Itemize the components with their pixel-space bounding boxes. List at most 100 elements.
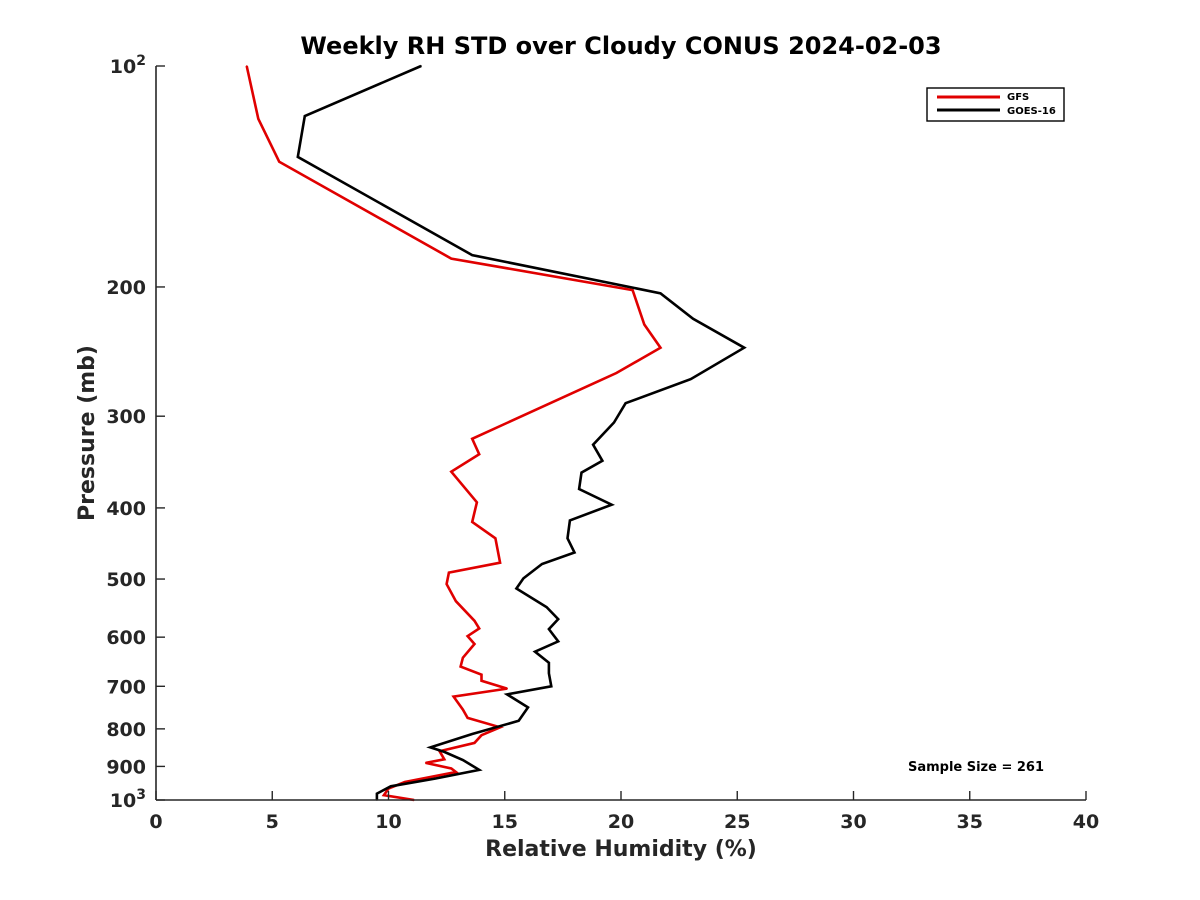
data-point-goes-16 bbox=[390, 785, 392, 788]
data-point-gfs bbox=[445, 583, 448, 585]
x-tick-label: 0 bbox=[149, 811, 162, 833]
y-tick-label: 102 bbox=[110, 53, 146, 78]
series-line-goes-16 bbox=[296, 64, 747, 800]
data-point-gfs bbox=[245, 65, 248, 67]
data-point-goes-16 bbox=[573, 551, 576, 554]
data-point-gfs bbox=[615, 372, 618, 374]
y-tick-label: 300 bbox=[106, 406, 146, 428]
data-point-gfs bbox=[257, 118, 260, 120]
y-tick-label: 600 bbox=[106, 627, 146, 649]
y-tick-label: 200 bbox=[106, 277, 146, 299]
legend-label-gfs: GFS bbox=[1007, 92, 1029, 103]
data-point-goes-16 bbox=[429, 746, 432, 749]
data-point-goes-16 bbox=[376, 792, 378, 795]
data-point-gfs bbox=[473, 742, 476, 744]
data-point-gfs bbox=[476, 501, 478, 504]
data-point-goes-16 bbox=[548, 628, 550, 630]
data-point-goes-16 bbox=[580, 471, 583, 474]
data-point-goes-16 bbox=[545, 606, 548, 608]
y-tick-label: 103 bbox=[110, 787, 146, 812]
data-point-goes-16 bbox=[557, 640, 559, 643]
data-point-goes-16 bbox=[478, 769, 481, 771]
y-tick-label: 500 bbox=[106, 569, 146, 591]
data-point-gfs bbox=[480, 734, 483, 736]
data-point-gfs bbox=[278, 160, 281, 163]
x-tick-label: 35 bbox=[957, 811, 983, 833]
data-point-goes-16 bbox=[548, 672, 550, 675]
data-point-goes-16 bbox=[527, 706, 529, 709]
series-line-gfs bbox=[245, 65, 663, 802]
data-point-goes-16 bbox=[659, 292, 662, 295]
data-point-gfs bbox=[478, 453, 481, 456]
data-point-goes-16 bbox=[692, 318, 694, 320]
data-point-gfs bbox=[480, 680, 483, 682]
data-point-goes-16 bbox=[624, 402, 627, 405]
data-point-gfs bbox=[452, 695, 455, 698]
data-point-goes-16 bbox=[550, 685, 553, 688]
y-tick-label: 900 bbox=[106, 756, 146, 778]
data-point-gfs bbox=[450, 257, 453, 260]
data-point-gfs bbox=[466, 635, 469, 637]
data-point-gfs bbox=[471, 521, 474, 523]
data-point-goes-16 bbox=[304, 115, 306, 117]
data-point-gfs bbox=[471, 438, 474, 440]
data-point-gfs bbox=[462, 656, 464, 659]
data-point-goes-16 bbox=[592, 443, 594, 446]
y-tick-label: 700 bbox=[106, 676, 146, 698]
data-point-goes-16 bbox=[506, 693, 508, 696]
data-point-gfs bbox=[494, 537, 497, 540]
x-axis-label: Relative Humidity (%) bbox=[485, 837, 757, 862]
plot-area bbox=[245, 64, 747, 802]
legend: GFS GOES-16 bbox=[926, 87, 1065, 122]
data-point-goes-16 bbox=[522, 577, 525, 580]
data-point-gfs bbox=[424, 762, 427, 764]
data-point-goes-16 bbox=[534, 650, 536, 653]
data-point-goes-16 bbox=[517, 720, 520, 722]
data-point-gfs bbox=[473, 643, 476, 645]
x-tick-label: 25 bbox=[724, 811, 750, 833]
data-point-gfs bbox=[450, 767, 453, 770]
data-point-gfs bbox=[450, 470, 453, 473]
data-point-goes-16 bbox=[434, 777, 436, 780]
data-point-gfs bbox=[404, 781, 406, 783]
legend-box bbox=[926, 87, 1065, 122]
x-tick-label: 5 bbox=[266, 811, 279, 833]
data-point-goes-16 bbox=[548, 661, 550, 664]
y-axis-ticks: 102 200 300 400 500 600 700 800 900 103 bbox=[106, 53, 165, 812]
data-point-goes-16 bbox=[297, 156, 299, 158]
x-tick-label: 40 bbox=[1073, 811, 1099, 833]
sample-size-annotation: Sample Size = 261 bbox=[908, 760, 1044, 775]
legend-label-goes-16: GOES-16 bbox=[1007, 106, 1056, 117]
data-point-gfs bbox=[466, 717, 469, 719]
data-point-goes-16 bbox=[515, 587, 518, 590]
data-point-goes-16 bbox=[613, 421, 615, 424]
chart-title: Weekly RH STD over Cloudy CONUS 2024-02-… bbox=[300, 32, 941, 60]
data-point-goes-16 bbox=[462, 759, 464, 761]
x-tick-label: 30 bbox=[840, 811, 866, 833]
y-axis-label: Pressure (mb) bbox=[75, 345, 100, 521]
data-point-goes-16 bbox=[601, 460, 604, 462]
data-point-gfs bbox=[462, 708, 464, 711]
x-axis-ticks: 0 5 10 15 20 25 30 35 40 bbox=[149, 791, 1099, 833]
data-point-gfs bbox=[383, 794, 385, 796]
data-point-goes-16 bbox=[690, 378, 692, 380]
data-point-gfs bbox=[643, 323, 646, 326]
data-point-gfs bbox=[506, 687, 508, 690]
data-point-gfs bbox=[455, 600, 457, 602]
data-point-gfs bbox=[499, 561, 501, 564]
x-tick-label: 10 bbox=[375, 811, 401, 833]
data-point-goes-16 bbox=[471, 733, 474, 735]
x-tick-label: 20 bbox=[608, 811, 634, 833]
data-point-gfs bbox=[631, 289, 634, 291]
data-point-goes-16 bbox=[541, 563, 543, 565]
x-tick-label: 15 bbox=[492, 811, 518, 833]
data-point-gfs bbox=[443, 758, 446, 761]
data-point-gfs bbox=[659, 346, 662, 349]
data-point-gfs bbox=[473, 620, 476, 622]
y-tick-label: 800 bbox=[106, 719, 146, 741]
data-point-gfs bbox=[480, 673, 483, 676]
data-point-goes-16 bbox=[443, 751, 446, 753]
data-point-goes-16 bbox=[610, 503, 613, 506]
data-point-goes-16 bbox=[569, 519, 571, 522]
